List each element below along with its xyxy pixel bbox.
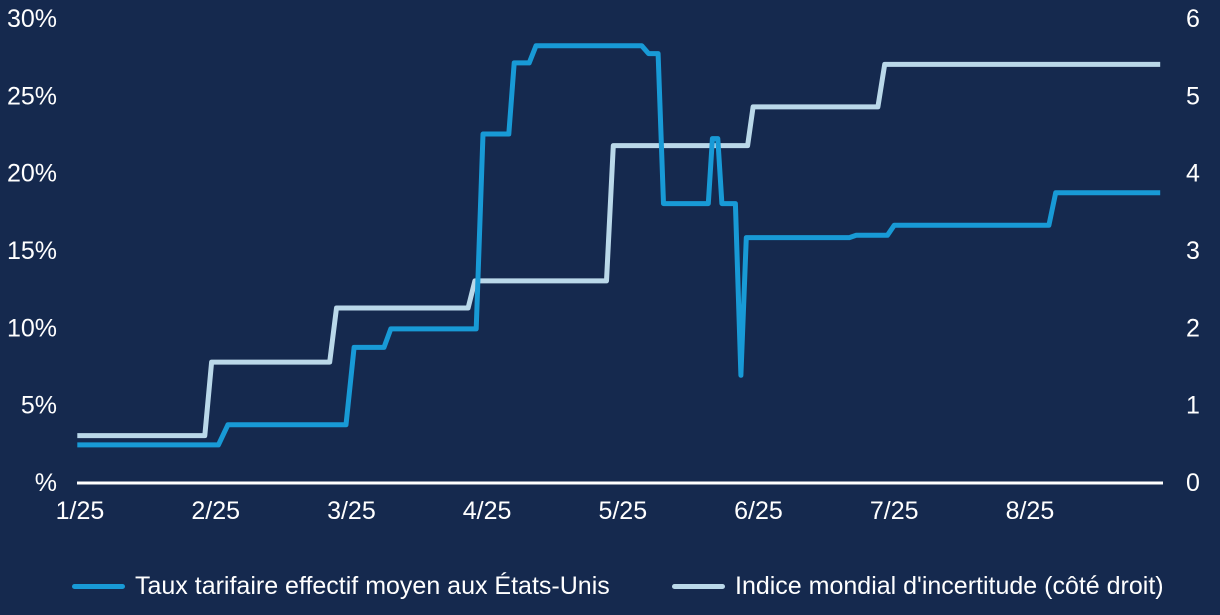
legend-label-tariff: Taux tarifaire effectif moyen aux États-… xyxy=(135,572,610,600)
x-axis-tick-label: 5/25 xyxy=(598,497,647,525)
left-axis-tick-label: 5% xyxy=(21,392,57,420)
left-axis-tick-label: 25% xyxy=(7,82,57,110)
uncertainty-line xyxy=(77,61,1161,439)
left-axis-tick-label: 15% xyxy=(7,237,57,265)
right-axis-tick-label: 3 xyxy=(1186,237,1200,265)
left-axis-tick-label: 30% xyxy=(7,5,57,33)
right-axis-tick-label: 1 xyxy=(1186,392,1200,420)
right-axis-tick-label: 6 xyxy=(1186,5,1200,33)
left-axis-tick-label: 10% xyxy=(7,314,57,342)
x-axis-tick-label: 4/25 xyxy=(463,497,512,525)
x-axis-tick-label: 2/25 xyxy=(191,497,240,525)
legend-item-uncertainty: Indice mondial d'incertitude (côté droit… xyxy=(672,572,1164,600)
x-axis-tick-label: 8/25 xyxy=(1006,497,1055,525)
x-axis-tick-label: 7/25 xyxy=(870,497,919,525)
left-axis-tick-label: % xyxy=(35,469,57,497)
tariff-line xyxy=(77,43,1161,448)
right-axis-tick-label: 4 xyxy=(1186,160,1200,188)
x-axis-tick-label: 3/25 xyxy=(327,497,376,525)
tariff-line-swatch xyxy=(72,583,125,589)
x-axis-tick-label: 6/25 xyxy=(734,497,783,525)
right-axis-tick-label: 2 xyxy=(1186,314,1200,342)
x-axis-tick-label: 1/25 xyxy=(56,497,105,525)
right-axis-tick-label: 5 xyxy=(1186,82,1200,110)
right-axis-tick-label: 0 xyxy=(1186,469,1200,497)
left-axis-tick-label: 20% xyxy=(7,160,57,188)
legend-label-uncertainty: Indice mondial d'incertitude (côté droit… xyxy=(735,572,1164,600)
legend-item-tariff: Taux tarifaire effectif moyen aux États-… xyxy=(72,572,610,600)
uncertainty-line-swatch xyxy=(672,583,725,589)
